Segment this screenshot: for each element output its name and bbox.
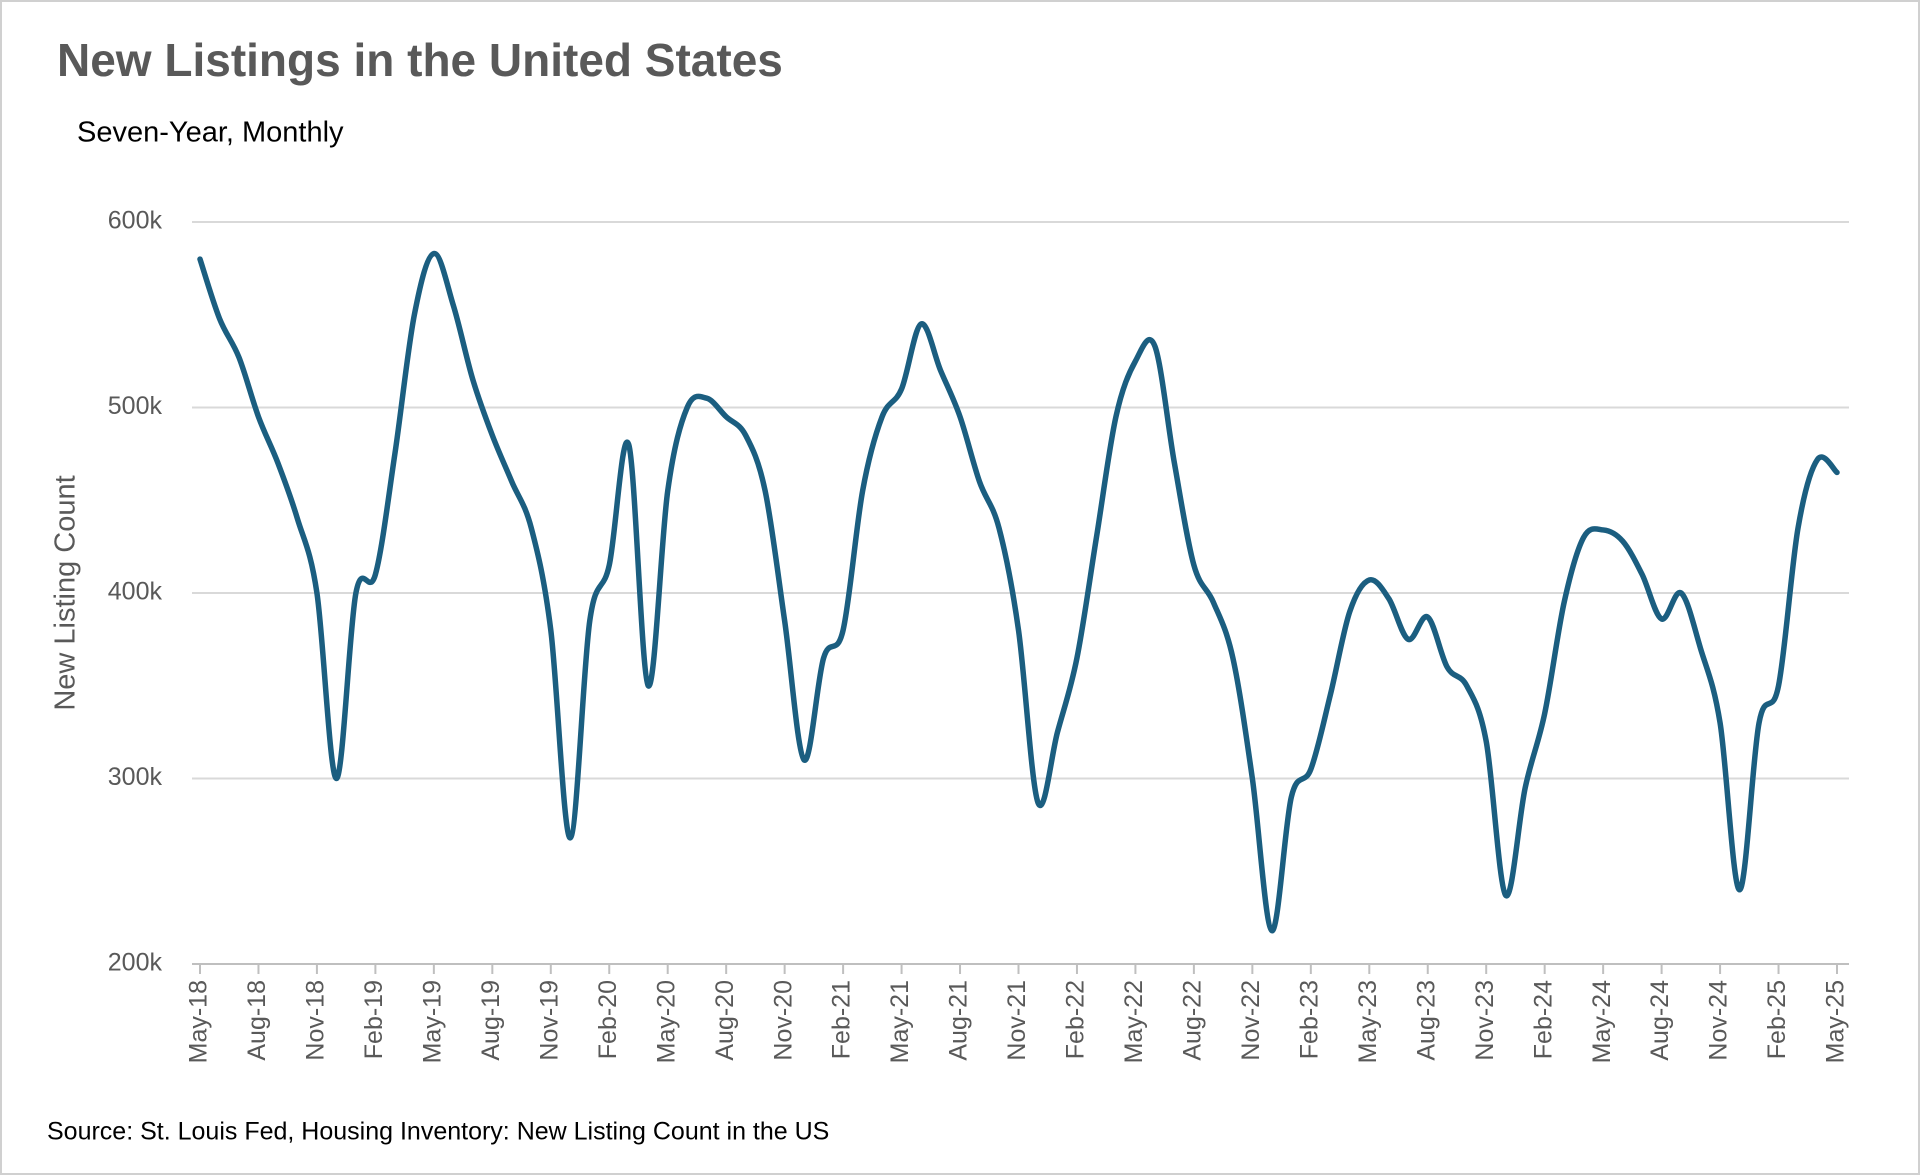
x-tick-label: Nov-18 [302,980,330,1061]
x-tick-label: Feb-21 [828,980,856,1059]
chart-title: New Listings in the United States [57,34,783,86]
y-axis-label: New Listing Count [50,475,82,710]
y-tick-label: 200k [108,949,163,977]
x-tick-label: May-24 [1588,980,1616,1063]
x-tick-label: Nov-19 [535,980,563,1061]
x-tick-label: May-22 [1120,980,1148,1063]
x-tick-label: Feb-20 [594,980,622,1059]
x-tick-label: May-19 [418,980,446,1063]
x-tick-label: Aug-21 [945,980,973,1061]
x-tick-label: May-21 [886,980,914,1063]
x-tick-label: Nov-22 [1237,980,1265,1061]
source-note: Source: St. Louis Fed, Housing Inventory… [47,1118,829,1146]
chart-subtitle: Seven-Year, Monthly [77,117,344,149]
x-tick-label: Nov-24 [1705,980,1733,1061]
x-tick-label: Feb-24 [1529,980,1557,1059]
x-tick-label: May-25 [1822,980,1850,1063]
x-tick-label: Aug-22 [1179,980,1207,1061]
y-tick-label: 600k [108,207,163,235]
x-tick-label: Feb-19 [360,980,388,1059]
x-tick-label: Nov-20 [769,980,797,1061]
x-tick-label: May-18 [185,980,213,1063]
x-tick-label: May-20 [652,980,680,1063]
x-tick-label: Nov-23 [1471,980,1499,1061]
y-tick-label: 400k [108,578,163,606]
y-tick-label: 300k [108,763,163,791]
x-tick-label: Nov-21 [1003,980,1031,1061]
x-tick-label: Aug-18 [243,980,271,1061]
y-tick-label: 500k [108,392,163,420]
x-tick-label: Feb-25 [1763,980,1791,1059]
x-tick-label: Aug-23 [1412,980,1440,1061]
data-line [197,250,1840,934]
x-tick-label: Feb-23 [1295,980,1323,1059]
x-tick-label: Aug-19 [477,980,505,1061]
x-tick-label: Aug-24 [1646,980,1674,1061]
x-tick-label: Feb-22 [1062,980,1090,1059]
x-tick-label: May-23 [1354,980,1382,1063]
x-tick-label: Aug-20 [711,980,739,1061]
